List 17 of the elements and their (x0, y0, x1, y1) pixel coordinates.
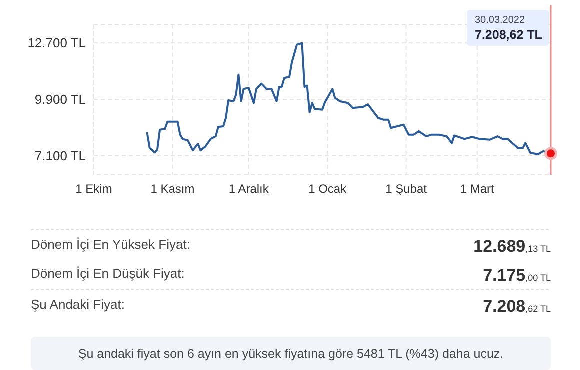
x-tick-label: 1 Ekim (76, 182, 112, 196)
annotation: 30.03.2022 7.208,62 TL (475, 15, 543, 42)
text: 7.208,62 TL (483, 297, 551, 316)
x-tick-label: 1 Ocak (308, 182, 348, 196)
y-tick-label: 12.700 TL (28, 36, 86, 51)
text: 12.689,13 TL (474, 237, 551, 256)
text: Dönem İçi En Yüksek Fiyat: (31, 237, 190, 252)
y-tick-label: 9.900 TL (34, 92, 86, 108)
y-tick-label: 7.100 TL (34, 148, 86, 164)
x-tick-label: 1 Kasım (150, 182, 195, 196)
x-tick-label: 1 Aralık (228, 182, 270, 196)
x-tick-label: 1 Mart (460, 182, 496, 196)
text: Şu andaki fiyat son 6 ayın en yüksek fiyatına göre 5481 TL (%43) daha ucuz. (78, 347, 504, 361)
x-tick-label: 1 Şubat (386, 182, 428, 196)
text: 7.175,00 TL (483, 266, 551, 285)
text: Dönem İçi En Düşük Fiyat: (31, 266, 185, 281)
text: Şu Andaki Fiyat: (31, 297, 125, 312)
